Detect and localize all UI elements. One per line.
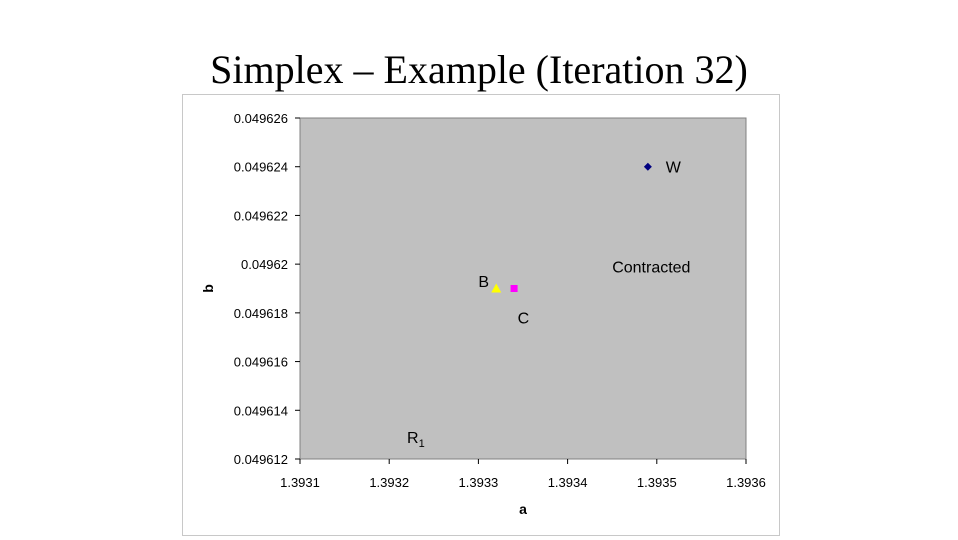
plot-area xyxy=(299,117,747,460)
data-point-c xyxy=(510,285,518,292)
x-axis: 1.3931 1.3932 1.3933 1.3934 1.3935 1.3936 xyxy=(280,459,766,490)
x-axis-label: a xyxy=(519,501,527,517)
slide-title: Simplex – Example (Iteration 32) xyxy=(210,47,748,92)
x-tick-label: 1.3936 xyxy=(726,475,766,490)
data-points xyxy=(491,162,652,293)
data-point-b xyxy=(491,283,502,293)
y-axis-label: b xyxy=(200,284,216,293)
annotation-label: Contracted xyxy=(612,260,690,277)
y-tick-label: 0.049624 xyxy=(234,160,288,175)
x-tick-label: 1.3934 xyxy=(548,475,588,490)
scatter-chart: 0.049612 0.049614 0.049616 0.049618 0.04962 0… xyxy=(200,111,766,517)
y-tick-label: 0.049616 xyxy=(234,355,288,370)
x-tick-label: 1.3935 xyxy=(637,475,677,490)
chart-frame: 0.049612 0.049614 0.049616 0.049618 0.04962 0… xyxy=(182,94,780,536)
x-tick-label: 1.3931 xyxy=(280,475,320,490)
y-tick-label: 0.049612 xyxy=(234,452,288,467)
annotation-label: C xyxy=(518,311,530,328)
y-tick-label: 0.049614 xyxy=(234,403,288,418)
x-tick-label: 1.3933 xyxy=(459,475,499,490)
data-point-w xyxy=(643,162,652,171)
y-tick-label: 0.049626 xyxy=(234,111,288,126)
y-tick-label: 0.049618 xyxy=(234,306,288,321)
x-tick-label: 1.3932 xyxy=(369,475,409,490)
y-axis: 0.049612 0.049614 0.049616 0.049618 0.04962 0… xyxy=(234,111,300,467)
annotation-label: B xyxy=(478,274,489,291)
y-tick-label: 0.04962 xyxy=(241,257,288,272)
annotation-label: W xyxy=(666,160,682,177)
y-tick-label: 0.049622 xyxy=(234,208,288,223)
